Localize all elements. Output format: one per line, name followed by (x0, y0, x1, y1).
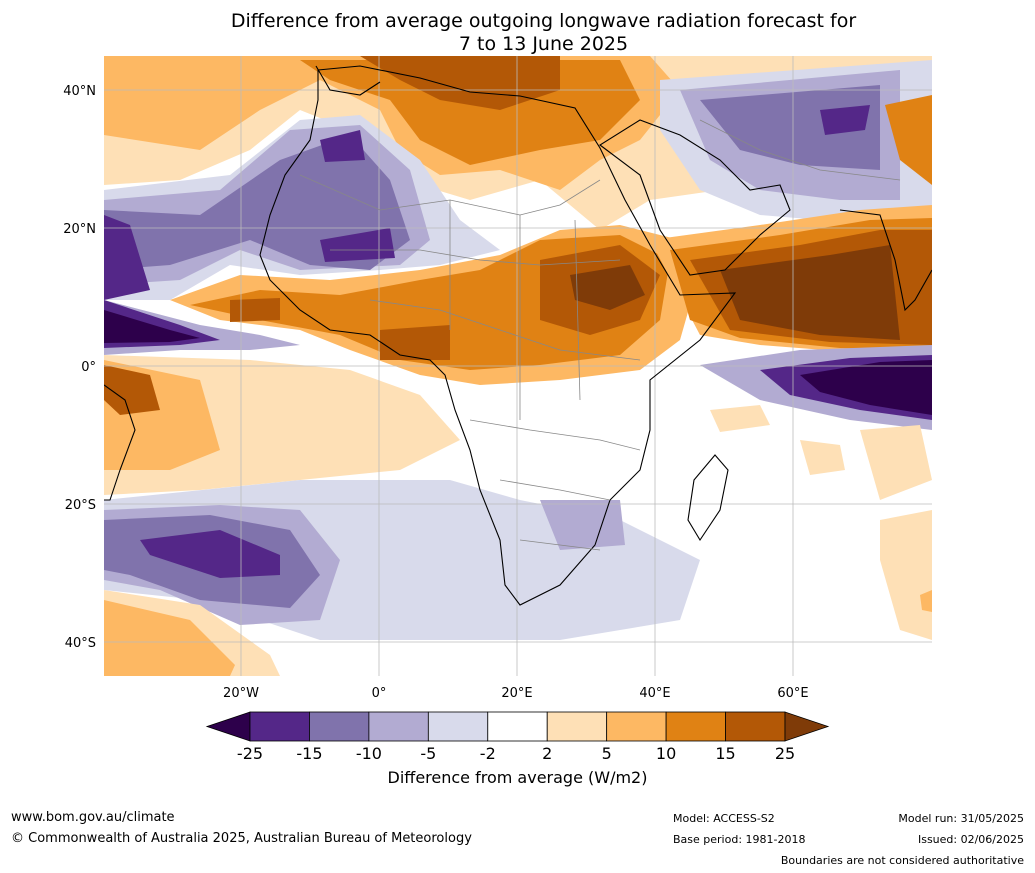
lat-tick-label: 40°N (63, 84, 96, 99)
graticule (104, 56, 932, 676)
anomaly-region-south-indian-positive-5 (920, 590, 932, 612)
arabia-coastline (599, 119, 791, 276)
colorbar-tick-label: -15 (296, 744, 322, 763)
footer-disclaimer: Boundaries are not considered authoritat… (780, 854, 1024, 867)
lat-tick-label: 0° (81, 360, 96, 375)
footer-copyright: © Commonwealth of Australia 2025, Austra… (11, 831, 472, 846)
colorbar-segment (606, 711, 667, 742)
country-borders (299, 119, 901, 551)
coastlines (104, 65, 932, 606)
title-line-2: 7 to 13 June 2025 (458, 33, 629, 55)
anomaly-region-sahara-negative-10 (104, 135, 410, 270)
colorbar-tick-label: -2 (480, 744, 496, 763)
anomaly-region-central-africa-positive-15 (230, 245, 660, 360)
map-title: Difference from average outgoing longwav… (0, 10, 1035, 56)
colorbar-segment (546, 711, 608, 742)
anomaly-region-middle-east-negative-15 (820, 105, 870, 135)
africa-coastline (259, 65, 737, 606)
madagascar-coastline (687, 454, 729, 542)
colorbar-tick-label: 2 (542, 744, 552, 763)
anomaly-region-se-atlantic-positive-10 (104, 365, 160, 415)
south-america-coastline (104, 384, 136, 501)
lat-tick-label: 20°N (63, 222, 96, 237)
anomaly-region-sahara-negative-15 (104, 130, 395, 300)
lon-tick-label: 20°W (223, 686, 259, 701)
footer-issued: Issued: 02/06/2025 (917, 833, 1024, 846)
colorbar-tick-label: 25 (775, 744, 795, 763)
lon-tick-label: 60°E (777, 686, 808, 701)
colorbar-segment (309, 711, 370, 742)
title-line-1: Difference from average outgoing longwav… (230, 10, 857, 32)
colorbar-tick-label: 5 (602, 744, 612, 763)
anomaly-region-central-africa-positive-25 (570, 265, 645, 310)
colorbar-segment (487, 711, 548, 742)
map-panel (104, 56, 932, 676)
colorbar-segment (427, 711, 489, 742)
lat-tick-label: 40°S (65, 636, 96, 651)
colorbar-segment (249, 711, 310, 742)
colorbar-segment (665, 711, 726, 742)
footer-base-period: Base period: 1981-2018 (673, 833, 806, 846)
lon-tick-label: 20°E (501, 686, 532, 701)
iberia-coastline (315, 65, 381, 96)
longitude-tick-labels: 20°W 0° 20°E 40°E 60°E (223, 686, 809, 701)
anomaly-region-south-atlantic-positive-5 (104, 600, 235, 676)
colorbar-extend-high (784, 711, 830, 742)
footer-model: Model: ACCESS-S2 (673, 812, 775, 825)
footer-model-run: Model run: 31/05/2025 (898, 812, 1024, 825)
lon-tick-label: 40°E (639, 686, 670, 701)
colorbar-segment (725, 711, 786, 742)
anomaly-region-indian-ocean-negative-25 (800, 360, 932, 415)
colorbar-extend-low (205, 711, 251, 742)
colorbar: -25 -15 -10 -5 -2 2 5 10 15 25 (205, 711, 830, 763)
anomaly-region-atlantic-itcz-negative-25 (104, 310, 200, 343)
colorbar-tick-label: -5 (420, 744, 436, 763)
colorbar-tick-label: -25 (237, 744, 263, 763)
colorbar-tick-label: 15 (715, 744, 735, 763)
colorbar-tick-label: -10 (356, 744, 382, 763)
latitude-tick-labels: 40°N 20°N 0° 20°S 40°S (63, 84, 96, 651)
anomaly-region-caspian-positive (885, 95, 932, 185)
lat-tick-label: 20°S (65, 498, 96, 513)
colorbar-segment (368, 711, 429, 742)
anomaly-region-south-indian-positive (710, 405, 932, 640)
anomaly-region-arabian-sea-positive-25 (720, 245, 900, 340)
footer-url: www.bom.gov.au/climate (11, 810, 175, 825)
india-coastline (839, 209, 932, 312)
anomaly-region-mediterranean-15 (360, 56, 560, 110)
colorbar-title: Difference from average (W/m2) (387, 768, 648, 787)
anomaly-region-south-atlantic-negative-15 (140, 530, 280, 578)
colorbar-tick-label: 10 (656, 744, 676, 763)
lon-tick-label: 0° (372, 686, 387, 701)
anomaly-region-middle-east-negative-10 (700, 85, 880, 170)
